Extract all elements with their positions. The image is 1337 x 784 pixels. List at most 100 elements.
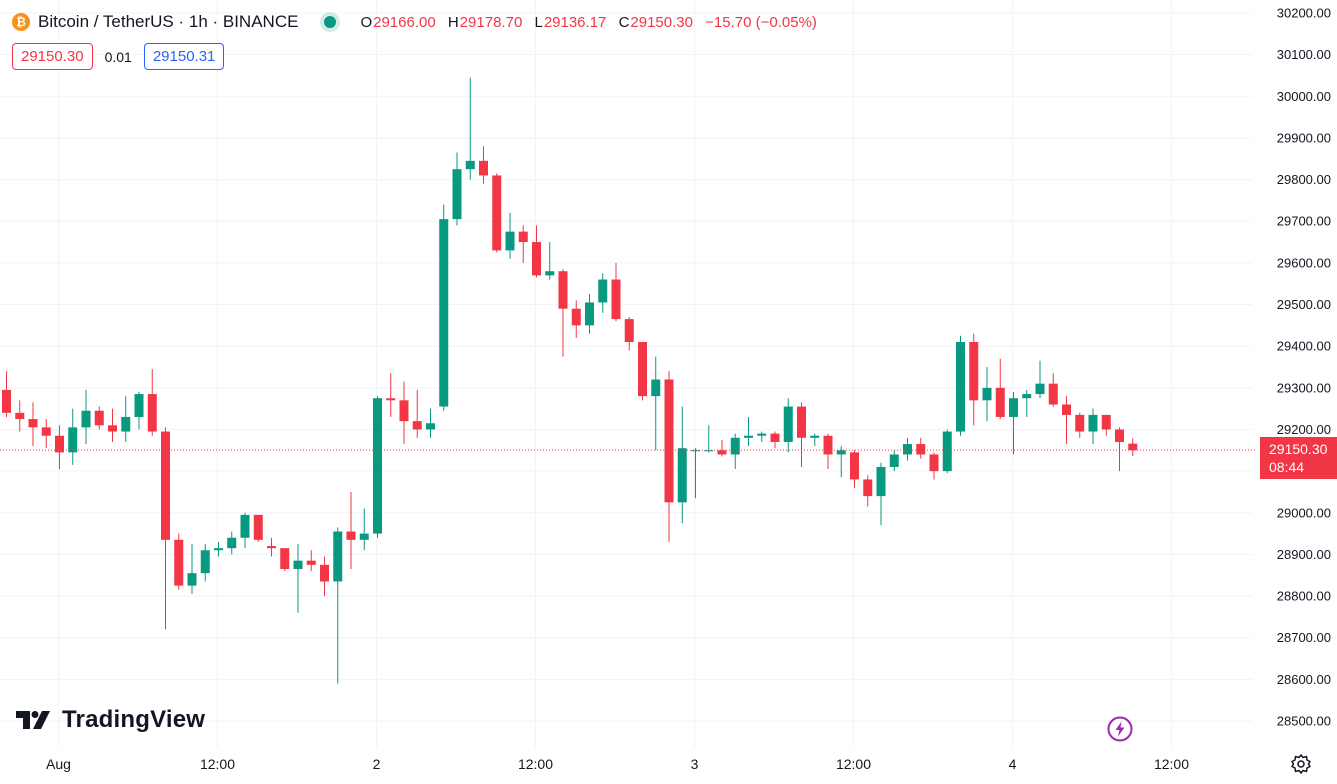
x-tick-label: 12:00 [518,756,553,772]
y-tick-label: 29700.00 [1277,214,1331,229]
y-tick-label: 28700.00 [1277,630,1331,645]
candle-body [15,412,25,420]
last-price-label: 29150.30 08:44 [1260,437,1337,479]
candle-body [876,466,886,497]
candle-body [68,427,78,453]
candle-body [730,437,740,455]
trade-panel: 29150.30 0.01 29150.31 [12,43,225,70]
candle-body [147,394,157,432]
y-tick-label: 29400.00 [1277,339,1331,354]
low-label: L [534,13,543,31]
y-tick-label: 30100.00 [1277,47,1331,62]
candle-body [161,431,170,540]
candle-body [704,450,714,452]
candle-body [134,394,144,417]
candle-body [320,564,329,582]
candle-body [691,450,700,452]
flash-icon[interactable] [1107,716,1133,742]
low-value: 29136.17 [543,13,607,31]
candle-body [863,479,873,497]
candle-body [1035,383,1045,395]
y-tick-label: 28800.00 [1277,589,1331,604]
candle-body [942,431,952,472]
candle-body [677,448,687,503]
candle-body [94,410,104,426]
chart-grid [0,0,1252,748]
candle-body [797,406,806,438]
candle-body [916,444,926,455]
candle-body [293,560,303,569]
candle-body [995,387,1005,417]
x-tick-label: 12:00 [836,756,871,772]
y-tick-label: 30000.00 [1277,89,1331,104]
y-tick-label: 30200.00 [1277,6,1331,21]
candle-body [439,219,449,407]
candle-body [1128,443,1138,451]
candle-body [280,548,290,569]
x-tick-label: 2 [373,756,381,772]
candle-body [982,387,992,401]
candle-body [585,302,594,326]
candle-body [426,423,435,430]
y-tick-label: 28600.00 [1277,672,1331,687]
candle-body [1101,414,1111,430]
candle-body [545,271,555,276]
tradingview-logo[interactable]: TradingView [16,706,205,734]
last-price-value: 29150.30 [1269,441,1328,457]
candle-body [532,242,541,276]
y-tick-label: 29300.00 [1277,380,1331,395]
candle-body [956,342,965,432]
change-value: −15.70 (−0.05%) [705,13,817,31]
candle-body [505,231,515,251]
candle-body [81,410,91,428]
spread-value: 0.01 [104,48,132,65]
candle-body [399,400,409,422]
candle-body [744,435,753,438]
candle-body [55,435,64,453]
candle-body [1062,404,1071,415]
y-tick-label: 28900.00 [1277,547,1331,562]
candle-body [373,398,382,534]
candle-body [518,231,528,243]
candle-body [969,342,979,401]
sell-price-button[interactable]: 29150.30 [12,43,93,70]
candle-body [412,421,422,430]
x-tick-label: 4 [1009,756,1017,772]
candle-body [1048,383,1058,405]
candle-body [903,444,912,455]
candle-body [717,450,727,455]
candle-body [359,533,369,540]
y-tick-label: 29200.00 [1277,422,1331,437]
candle-body [664,379,674,503]
bitcoin-coin-icon: ₿ [12,13,30,31]
y-tick-label: 29800.00 [1277,172,1331,187]
x-tick-label: 12:00 [1154,756,1189,772]
y-tick-label: 29000.00 [1277,505,1331,520]
candle-body [836,450,846,455]
y-tick-label: 29500.00 [1277,297,1331,312]
open-value: 29166.00 [373,13,436,31]
candle-body [492,175,502,251]
x-tick-label: 3 [691,756,699,772]
y-tick-label: 29900.00 [1277,130,1331,145]
buy-price-button[interactable]: 29150.31 [143,43,225,70]
candle-body [638,342,647,397]
candle-body [770,433,780,442]
symbol-title[interactable]: Bitcoin / TetherUS · 1h · BINANCE [38,12,299,31]
bar-countdown: 08:44 [1269,459,1305,475]
candle-body [1075,414,1085,432]
gear-icon[interactable] [1290,753,1312,775]
candle-body [889,454,899,467]
y-tick-label: 28500.00 [1277,714,1331,729]
open-label: O [360,13,373,31]
ohlc-values: O29166.00 H29178.70 L29136.17 C29150.30 … [360,14,816,31]
candle-body [810,435,820,438]
candle-body [200,550,210,574]
high-value: 29178.70 [459,13,523,31]
candle-body [850,452,859,480]
symbol-header: ₿ Bitcoin / TetherUS · 1h · BINANCE O291… [12,10,817,34]
x-tick-label: 12:00 [200,756,235,772]
candle-body [187,573,197,586]
candle-body [598,279,608,303]
